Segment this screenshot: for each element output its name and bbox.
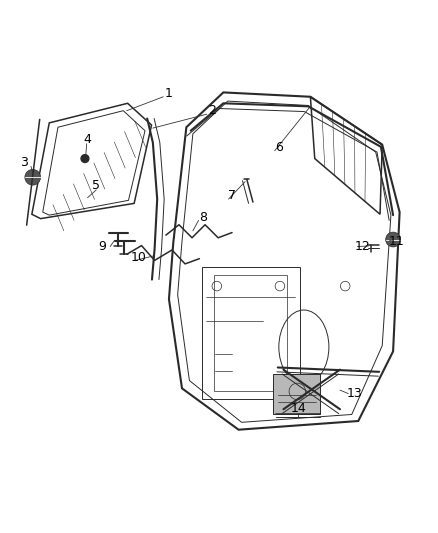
Text: 1: 1 [165,87,173,100]
Text: 11: 11 [389,235,404,248]
Text: 8: 8 [199,211,207,224]
Text: 3: 3 [20,156,28,169]
Text: 6: 6 [275,141,283,154]
Text: 14: 14 [290,402,306,415]
Bar [273,374,321,414]
Text: 7: 7 [228,190,236,203]
Circle shape [306,384,318,395]
Text: 9: 9 [99,240,106,253]
Circle shape [81,155,89,163]
Circle shape [25,169,41,185]
Text: 2: 2 [208,104,216,117]
Text: 13: 13 [347,387,363,400]
Bar [214,275,287,391]
Text: 12: 12 [355,240,371,253]
Text: 4: 4 [84,133,92,146]
Circle shape [386,232,400,247]
Text: 5: 5 [92,179,100,192]
Text: 10: 10 [131,251,147,264]
Bar [201,266,300,399]
